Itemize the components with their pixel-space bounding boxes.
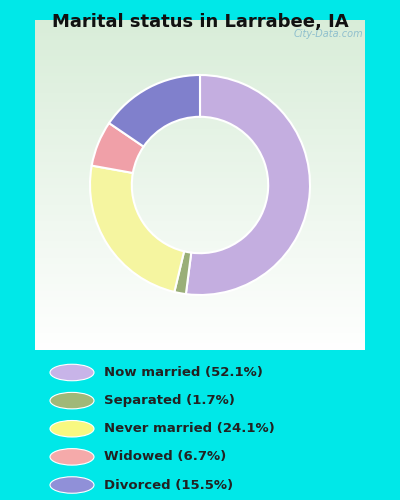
Circle shape: [50, 364, 94, 381]
Wedge shape: [90, 166, 184, 292]
Text: City-Data.com: City-Data.com: [293, 29, 363, 39]
Wedge shape: [92, 123, 144, 173]
Wedge shape: [174, 252, 191, 294]
Circle shape: [50, 448, 94, 465]
Circle shape: [50, 477, 94, 493]
Text: Now married (52.1%): Now married (52.1%): [104, 366, 263, 379]
Text: Separated (1.7%): Separated (1.7%): [104, 394, 235, 407]
Text: Divorced (15.5%): Divorced (15.5%): [104, 478, 233, 492]
Text: Marital status in Larrabee, IA: Marital status in Larrabee, IA: [52, 12, 348, 30]
Wedge shape: [186, 75, 310, 295]
Circle shape: [50, 420, 94, 437]
Text: Never married (24.1%): Never married (24.1%): [104, 422, 275, 435]
Circle shape: [50, 392, 94, 409]
Wedge shape: [109, 75, 200, 146]
Text: Widowed (6.7%): Widowed (6.7%): [104, 450, 226, 464]
